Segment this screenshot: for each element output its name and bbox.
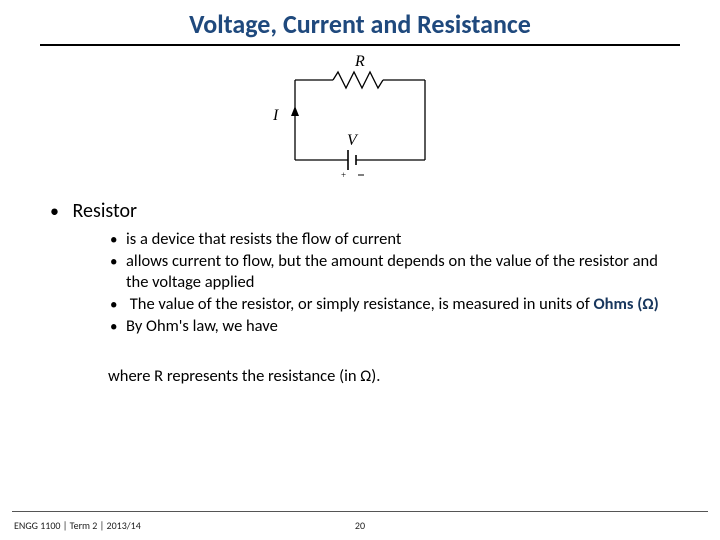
bullet-heading: Resistor is a device that resists the fl… xyxy=(68,199,660,336)
label-I: I xyxy=(272,107,279,124)
bullet-text: The value of the resistor, or simply res… xyxy=(130,294,594,314)
label-R: R xyxy=(354,53,365,70)
sub-bullet: allows current to flow, but the amount d… xyxy=(126,251,660,291)
sub-bullet: By Ohm's law, we have xyxy=(126,316,660,336)
sub-bullet: The value of the resistor, or simply res… xyxy=(126,294,660,314)
body-content: Resistor is a device that resists the fl… xyxy=(0,199,720,386)
footer-left: ENGG 1100 | Term 2 | 2013/14 xyxy=(14,519,141,532)
circuit-diagram: + R I V xyxy=(0,52,720,187)
footer: ENGG 1100 | Term 2 | 2013/14 20 xyxy=(14,519,706,532)
page-title: Voltage, Current and Resistance xyxy=(0,0,720,44)
circuit-svg: + R I V xyxy=(255,52,465,182)
heading-text: Resistor xyxy=(73,199,138,223)
ohms-text: Ohms (Ω) xyxy=(593,294,658,314)
closing-line: where R represents the resistance (in Ω)… xyxy=(50,366,660,386)
footer-rule xyxy=(12,511,708,512)
svg-text:+: + xyxy=(341,170,346,180)
sub-bullet: is a device that resists the flow of cur… xyxy=(126,229,660,249)
title-underline xyxy=(40,44,680,46)
label-V: V xyxy=(347,132,359,149)
page-number: 20 xyxy=(355,519,365,532)
